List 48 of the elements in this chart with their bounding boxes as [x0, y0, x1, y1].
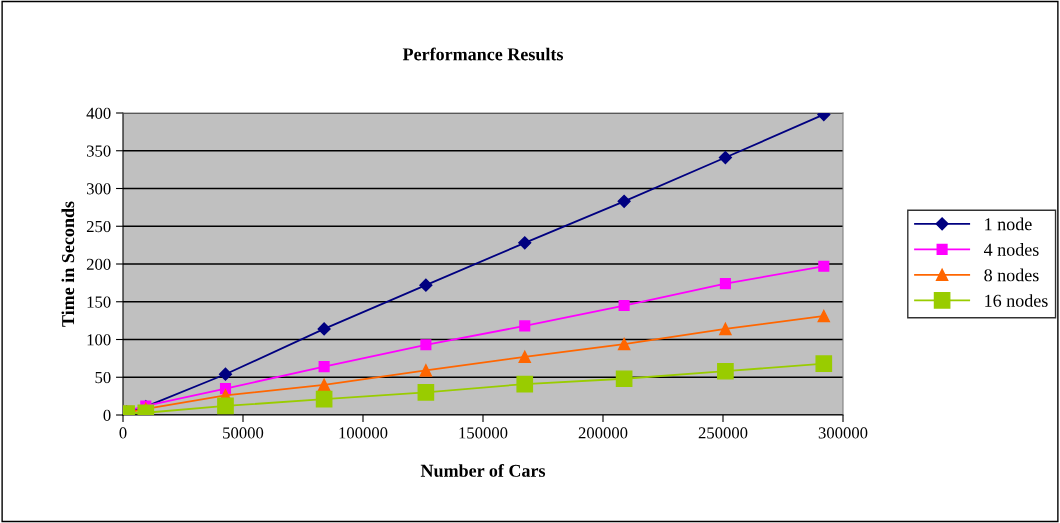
- y-tick-label: 250: [86, 220, 111, 233]
- x-tick-label: 200000: [578, 427, 628, 439]
- x-axis-title: Number of Cars: [420, 463, 546, 477]
- point: [318, 361, 330, 373]
- y-tick-label: 50: [95, 371, 111, 384]
- y-tick-label: 150: [87, 296, 111, 308]
- point: [317, 378, 331, 392]
- y-tick-label: 400: [86, 107, 111, 119]
- point: [818, 260, 830, 272]
- point: [817, 309, 831, 323]
- point: [217, 397, 234, 415]
- point: [718, 150, 732, 165]
- point: [516, 375, 534, 393]
- x-tick-label: 50000: [223, 427, 264, 439]
- legend-label: 4 nodes: [983, 243, 1039, 256]
- point: [417, 384, 435, 401]
- y-tick-label: 100: [87, 334, 111, 346]
- legend-label: 1 node: [985, 217, 1032, 231]
- x-tick-label: 250000: [698, 427, 748, 439]
- legend-label: 16 nodes: [985, 294, 1048, 307]
- point: [815, 355, 833, 372]
- legend-label: 8 nodes: [984, 268, 1039, 282]
- point: [419, 364, 433, 377]
- chart-title: Performance Results: [402, 47, 564, 61]
- y-axis-title: Time in Seconds: [61, 201, 75, 327]
- point: [518, 350, 532, 364]
- point: [617, 194, 631, 208]
- point: [615, 370, 633, 388]
- y-tick-label: 350: [86, 145, 111, 157]
- point: [317, 322, 331, 336]
- point: [618, 299, 630, 312]
- point: [719, 322, 732, 336]
- point: [518, 236, 532, 250]
- x-tick-label: 150000: [459, 427, 508, 439]
- point: [420, 339, 432, 351]
- point: [218, 367, 233, 381]
- y-tick-label: 300: [86, 183, 111, 195]
- y-tick-label: 200: [86, 258, 111, 270]
- y-tick-label: 0: [103, 409, 111, 421]
- point: [717, 362, 734, 380]
- point: [719, 278, 731, 290]
- point: [519, 320, 531, 332]
- point: [617, 337, 631, 351]
- x-tick-label: 0: [119, 427, 127, 439]
- x-tick-label: 100000: [339, 427, 388, 439]
- point: [419, 278, 433, 292]
- x-tick-label: 300000: [818, 427, 868, 439]
- point: [315, 390, 333, 408]
